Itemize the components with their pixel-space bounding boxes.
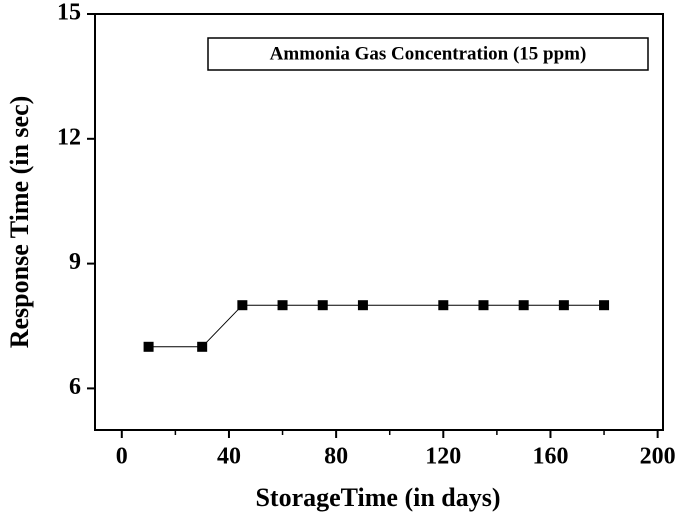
point xyxy=(277,300,288,311)
y-tick-label: 12 xyxy=(57,124,81,150)
point xyxy=(143,341,154,352)
point xyxy=(438,300,449,311)
y-axis-label: Response Time (in sec) xyxy=(5,96,34,349)
x-tick-label: 200 xyxy=(640,444,676,470)
point xyxy=(237,300,248,311)
point xyxy=(518,300,529,311)
x-tick-label: 0 xyxy=(116,444,128,470)
x-tick-label: 160 xyxy=(532,444,568,470)
annotation-box xyxy=(207,37,649,71)
point xyxy=(317,300,328,311)
annotation: Ammonia Gas Concentration (15 ppm) xyxy=(270,43,587,64)
point xyxy=(478,300,489,311)
plot-frame xyxy=(94,13,664,431)
series-line xyxy=(148,304,605,348)
x-axis-label: StorageTime (in days) xyxy=(255,483,500,512)
x-tick-label: 120 xyxy=(425,444,461,470)
point xyxy=(558,300,569,311)
y-tick-label: 9 xyxy=(69,249,81,275)
point xyxy=(599,300,610,311)
x-tick-label: 40 xyxy=(217,444,241,470)
y-tick-label: 6 xyxy=(69,374,81,400)
point xyxy=(357,300,368,311)
point xyxy=(197,341,208,352)
x-tick-label: 80 xyxy=(324,444,348,470)
y-tick-label: 15 xyxy=(57,0,81,26)
